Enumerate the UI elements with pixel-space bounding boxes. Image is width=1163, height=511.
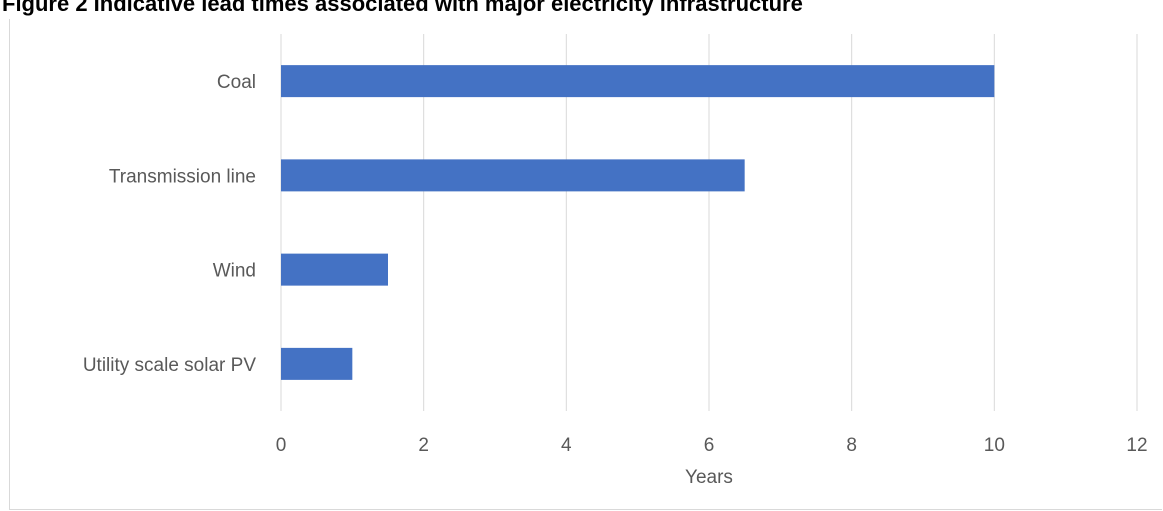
x-tick-label: 6 <box>704 435 715 456</box>
category-label: Utility scale solar PV <box>83 355 256 376</box>
category-label: Wind <box>213 261 256 282</box>
x-tick-label: 12 <box>1126 435 1147 456</box>
x-tick-labels: 0 2 4 6 8 10 12 <box>276 435 1148 456</box>
chart-frame <box>9 19 1162 510</box>
bar-coal <box>281 65 995 98</box>
bars <box>281 65 995 380</box>
category-labels: Coal Transmission line Wind Utility scale s… <box>83 72 256 376</box>
bar-transmission-line <box>281 159 745 192</box>
x-tick-label: 0 <box>276 435 287 456</box>
x-tick-label: 2 <box>418 435 429 456</box>
category-label: Coal <box>217 72 256 93</box>
category-label: Transmission line <box>109 166 256 187</box>
bar-wind <box>281 253 388 286</box>
x-axis-title: Years <box>685 467 733 488</box>
bar-utility-scale-solar-pv <box>281 347 353 380</box>
x-tick-label: 4 <box>561 435 572 456</box>
x-tick-label: 8 <box>846 435 857 456</box>
figure-title: Figure 2 Indicative lead times associate… <box>2 0 803 16</box>
x-tick-label: 10 <box>984 435 1005 456</box>
